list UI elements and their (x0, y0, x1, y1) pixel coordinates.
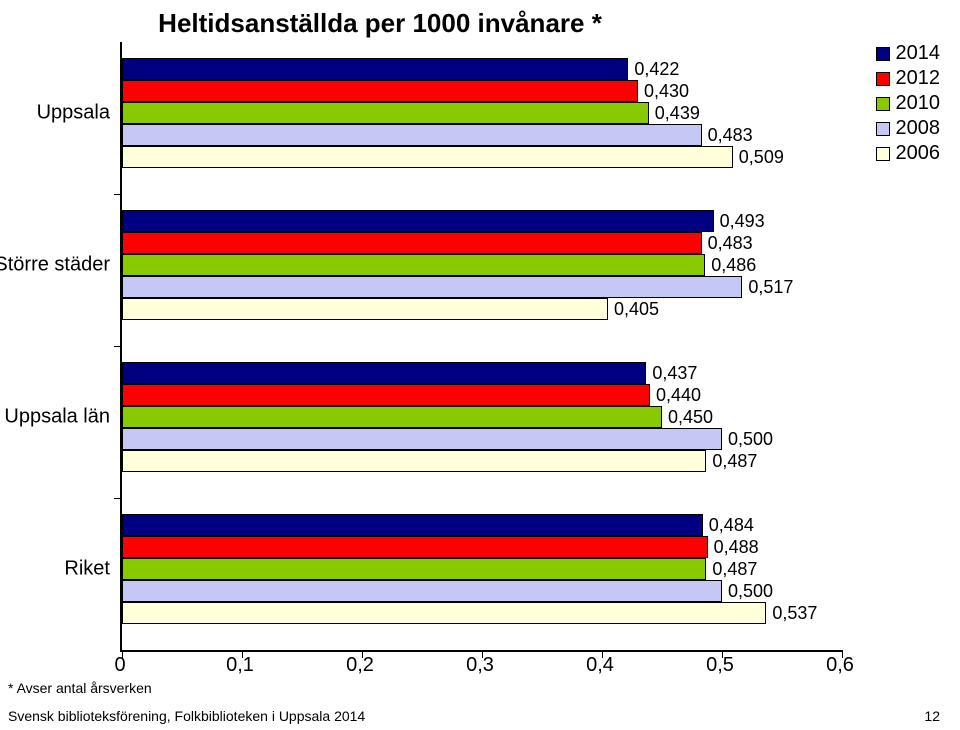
legend-label: 2014 (896, 42, 941, 65)
bar (122, 276, 742, 298)
bar-value-label: 0,483 (708, 233, 753, 254)
legend: 20142012201020082006 (876, 42, 941, 167)
legend-swatch (876, 147, 890, 161)
bar (122, 298, 608, 320)
bar-value-label: 0,487 (712, 451, 757, 472)
legend-swatch (876, 122, 890, 136)
bar (122, 384, 650, 406)
x-tick-label: 0,3 (466, 654, 494, 677)
bar-value-label: 0,422 (634, 59, 679, 80)
legend-label: 2010 (896, 92, 941, 115)
bar (122, 450, 706, 472)
bar-value-label: 0,484 (709, 515, 754, 536)
bar (122, 232, 702, 254)
bar (122, 102, 649, 124)
bar (122, 602, 766, 624)
plot-area: 0,4220,4300,4390,4830,5090,4930,4830,486… (120, 42, 842, 652)
category-label: Riket (64, 558, 110, 581)
bar-value-label: 0,537 (772, 603, 817, 624)
legend-item: 2010 (876, 92, 941, 115)
legend-swatch (876, 97, 890, 111)
bar (122, 536, 708, 558)
x-tick-label: 0,1 (226, 654, 254, 677)
x-tick-label: 0,2 (346, 654, 374, 677)
y-separator (114, 194, 122, 195)
bar-value-label: 0,500 (728, 581, 773, 602)
bar (122, 406, 662, 428)
footnote: * Avser antal årsverken (8, 680, 152, 696)
legend-item: 2006 (876, 142, 941, 165)
chart-title: Heltidsanställda per 1000 invånare * (0, 8, 760, 39)
legend-swatch (876, 47, 890, 61)
category-label: Större städer (0, 254, 110, 277)
bar (122, 254, 705, 276)
category-labels-column: Uppsala Större städer Uppsala län Riket (0, 42, 116, 650)
legend-item: 2014 (876, 42, 941, 65)
bar-value-label: 0,487 (712, 559, 757, 580)
y-separator (114, 498, 122, 499)
bar (122, 80, 638, 102)
bar (122, 362, 646, 384)
bar-value-label: 0,488 (714, 537, 759, 558)
bar (122, 146, 733, 168)
bar-value-label: 0,486 (711, 255, 756, 276)
bar-value-label: 0,430 (644, 81, 689, 102)
y-separator (114, 346, 122, 347)
legend-label: 2008 (896, 117, 941, 140)
page-number: 12 (924, 708, 940, 724)
x-tick-label: 0,4 (586, 654, 614, 677)
footer-left: Svensk biblioteksförening, Folkbibliotek… (8, 708, 365, 724)
bar-value-label: 0,439 (655, 103, 700, 124)
legend-label: 2006 (896, 142, 941, 165)
bar (122, 558, 706, 580)
category-label: Uppsala län (4, 406, 110, 429)
bar-value-label: 0,450 (668, 407, 713, 428)
bar (122, 428, 722, 450)
x-tick-label: 0 (114, 654, 125, 677)
legend-swatch (876, 72, 890, 86)
bar-value-label: 0,405 (614, 299, 659, 320)
legend-item: 2012 (876, 67, 941, 90)
bar-value-label: 0,440 (656, 385, 701, 406)
bar (122, 58, 628, 80)
bar-value-label: 0,509 (739, 147, 784, 168)
category-label: Uppsala (37, 102, 110, 125)
bar-value-label: 0,500 (728, 429, 773, 450)
bar (122, 124, 702, 146)
x-tick-label: 0,5 (706, 654, 734, 677)
bar-value-label: 0,437 (652, 363, 697, 384)
bar (122, 514, 703, 536)
x-axis-labels: 00,10,20,30,40,50,6 (120, 654, 840, 678)
legend-item: 2008 (876, 117, 941, 140)
bar (122, 580, 722, 602)
bar (122, 210, 714, 232)
legend-label: 2012 (896, 67, 941, 90)
x-tick-label: 0,6 (826, 654, 854, 677)
bar-value-label: 0,483 (708, 125, 753, 146)
bar-value-label: 0,493 (720, 211, 765, 232)
bar-value-label: 0,517 (748, 277, 793, 298)
